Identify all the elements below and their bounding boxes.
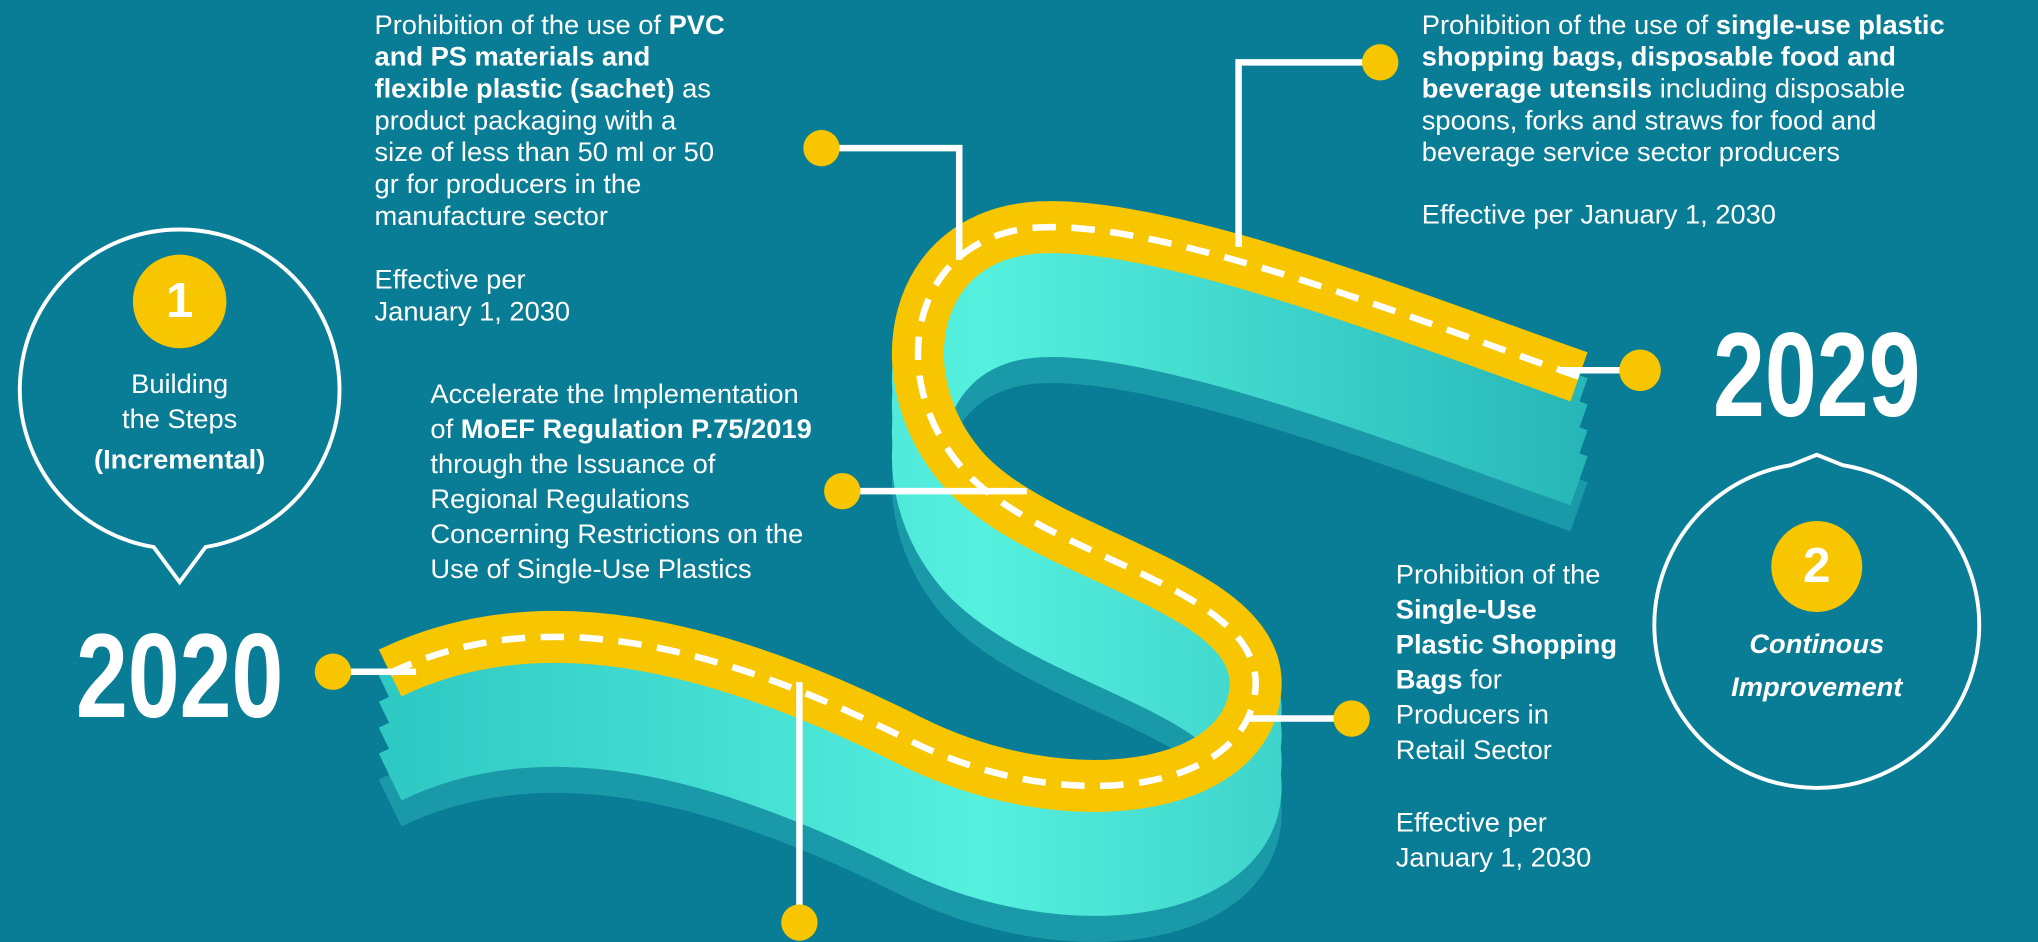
milestone-line: shopping bags, disposable food and: [1422, 41, 1896, 72]
milestone-line: gr for producers in the: [375, 168, 642, 199]
milestone-text: Regional Regulations: [430, 483, 689, 514]
milestone-text: as: [675, 72, 711, 103]
badge-label: Building: [131, 368, 228, 399]
milestone-text: single-use plastic: [1716, 9, 1945, 40]
milestone-line: manufacture sector: [375, 200, 608, 231]
milestone-text: Accelerate the Implementation: [430, 378, 798, 409]
badge-label: Continous: [1749, 628, 1884, 659]
badge-label: the Steps: [122, 403, 237, 434]
milestone-text: manufacture sector: [375, 200, 608, 231]
milestone-line: product packaging with a: [375, 104, 677, 135]
milestone-text: size of less than 50 ml or 50: [375, 136, 714, 167]
milestone-text: beverage utensils: [1422, 72, 1652, 103]
milestone-text: through the Issuance of: [430, 448, 715, 479]
milestone-line: size of less than 50 ml or 50: [375, 136, 714, 167]
badge-outline: [1654, 455, 1979, 788]
milestone-line: Prohibition of the use of single-use pla…: [1422, 9, 1945, 40]
milestone-line: Retail Sector: [1396, 734, 1552, 765]
milestone-line: flexible plastic (sachet) as: [375, 72, 711, 103]
year-label: 2020: [76, 609, 283, 743]
milestone-text: Producers in: [1396, 699, 1549, 730]
effective-date: January 1, 2030: [375, 295, 571, 326]
milestone-line: Producers in: [1396, 699, 1549, 730]
milestone-line: Concerning Restrictions on the: [430, 518, 803, 549]
milestone-text: PVC: [669, 9, 725, 40]
milestone-line: Prohibition of the use of PVC: [375, 9, 725, 40]
milestone-text: beverage service sector producers: [1422, 136, 1840, 167]
milestone-line: spoons, forks and straws for food and: [1422, 104, 1877, 135]
milestone-text: shopping bags, disposable food and: [1422, 41, 1896, 72]
year-label: 2029: [1713, 308, 1920, 442]
milestone-line: beverage utensils including disposable: [1422, 72, 1906, 103]
milestone-text: Single-Use: [1396, 593, 1537, 624]
milestone-text: Use of Single-Use Plastics: [430, 553, 751, 584]
milestone-line: Prohibition of the: [1396, 558, 1601, 589]
milestone-text: Plastic Shopping: [1396, 629, 1617, 660]
milestone-line: of MoEF Regulation P.75/2019: [430, 413, 811, 444]
milestone-text: Bags: [1396, 664, 1463, 695]
effective-date: Effective per January 1, 2030: [1422, 198, 1776, 229]
milestone-line: Single-Use: [1396, 593, 1537, 624]
milestone-text: flexible plastic (sachet): [375, 72, 675, 103]
milestone-line: Accelerate the Implementation: [430, 378, 798, 409]
milestone-text: including disposable: [1652, 72, 1905, 103]
milestone-text: MoEF Regulation P.75/2019: [461, 413, 812, 444]
milestone-line: Plastic Shopping: [1396, 629, 1617, 660]
milestone-text: Prohibition of the use of: [375, 9, 669, 40]
badge-number: 2: [1803, 538, 1830, 593]
page: { "badges": [ {"number": "1", "lines": […: [0, 0, 2038, 942]
milestone-line: beverage service sector producers: [1422, 136, 1840, 167]
milestone-line: Regional Regulations: [430, 483, 689, 514]
milestone-text: of: [430, 413, 460, 444]
milestone-text: and PS materials and: [375, 41, 651, 72]
milestone-text: Prohibition of the use of: [1422, 9, 1716, 40]
effective-date: January 1, 2030: [1396, 842, 1592, 873]
milestone-text: for: [1462, 664, 1501, 695]
milestone-text: Concerning Restrictions on the: [430, 518, 803, 549]
badge-label: Improvement: [1731, 671, 1904, 702]
milestone-line: through the Issuance of: [430, 448, 715, 479]
milestone-line: Use of Single-Use Plastics: [430, 553, 751, 584]
milestone-text: Prohibition of the: [1396, 558, 1601, 589]
milestone-text: product packaging with a: [375, 104, 677, 135]
effective-date: Effective per: [375, 263, 526, 294]
infographic: 1 Building the Steps (Incremental) 2 Continou…: [0, 0, 2038, 942]
milestone-text: spoons, forks and straws for food and: [1422, 104, 1877, 135]
milestone-line: and PS materials and: [375, 41, 651, 72]
milestone-text: Retail Sector: [1396, 734, 1552, 765]
effective-date: Effective per: [1396, 807, 1547, 838]
milestone-text: gr for producers in the: [375, 168, 642, 199]
badge-number: 1: [166, 273, 193, 328]
milestone-line: Bags for: [1396, 664, 1502, 695]
badge-label: (Incremental): [94, 443, 265, 474]
